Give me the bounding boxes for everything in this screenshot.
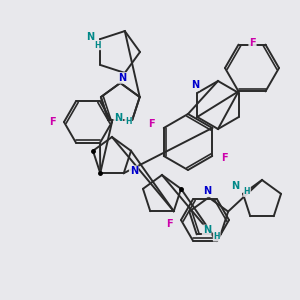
Text: N: N: [86, 32, 94, 42]
Text: H: H: [125, 117, 132, 126]
Text: N: N: [118, 73, 126, 83]
Text: N: N: [191, 80, 199, 90]
Text: N: N: [202, 187, 211, 196]
Text: F: F: [249, 38, 256, 48]
Text: F: F: [49, 117, 55, 127]
Text: F: F: [166, 219, 172, 229]
Text: H: H: [244, 187, 250, 196]
Text: N: N: [114, 113, 122, 123]
Text: H: H: [213, 232, 220, 241]
Text: N: N: [202, 225, 211, 236]
Text: N: N: [130, 166, 138, 176]
Text: N: N: [231, 181, 239, 191]
Text: F: F: [148, 119, 155, 129]
Text: H: H: [94, 40, 101, 50]
Text: F: F: [221, 153, 228, 163]
